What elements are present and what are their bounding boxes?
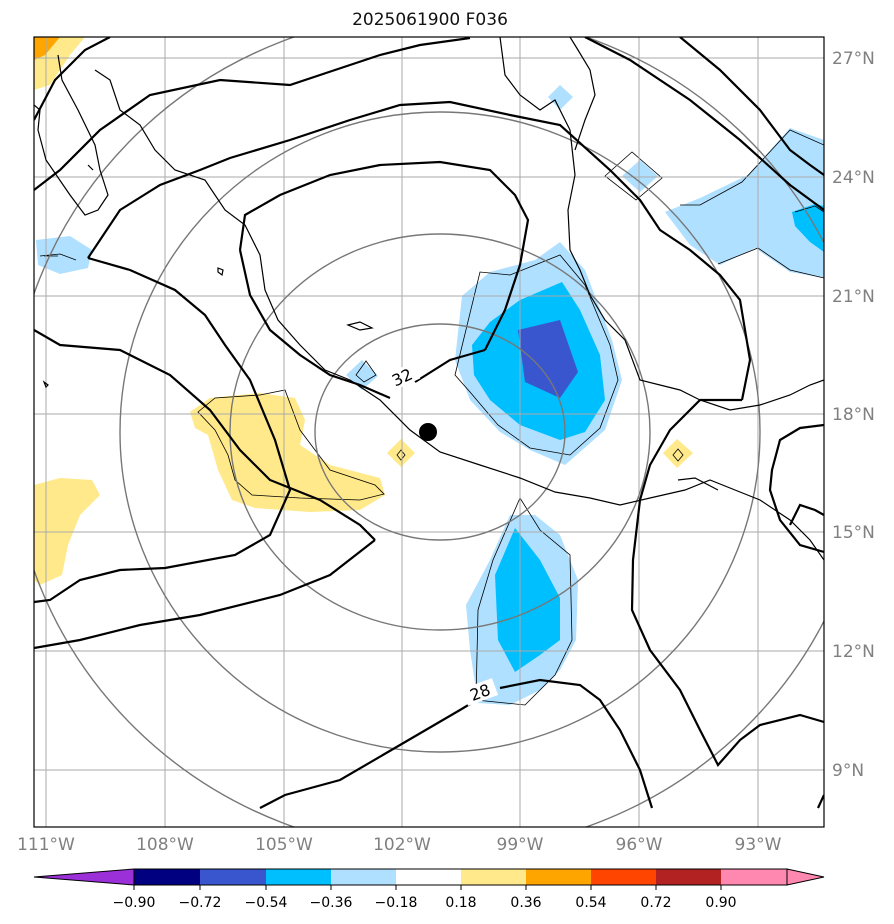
lon-label: 105°W xyxy=(255,835,313,855)
lat-label: 9°N xyxy=(832,761,864,781)
thin-contours xyxy=(39,129,824,706)
colorbar-tick-label: −0.18 xyxy=(375,895,418,911)
colorbar-bin xyxy=(721,869,787,885)
colorbar-bin xyxy=(591,869,656,885)
coastlines xyxy=(34,37,824,561)
colorbar-bin xyxy=(134,869,200,885)
colorbar-bin xyxy=(526,869,591,885)
colorbar-tick-label: −0.36 xyxy=(310,895,353,911)
storm-center-marker xyxy=(419,423,437,441)
lon-label: 108°W xyxy=(136,835,194,855)
lat-label: 27°N xyxy=(832,49,875,69)
colorbar: −0.90 −0.72 −0.54 −0.36 −0.18 0.18 0.36 … xyxy=(33,868,825,911)
lat-labels: 27°N 24°N 21°N 18°N 15°N 12°N 9°N xyxy=(832,49,875,781)
colorbar-tick-label: 0.90 xyxy=(705,895,736,911)
height-contours xyxy=(34,37,824,809)
range-rings xyxy=(34,37,824,827)
lon-labels: 111°W 108°W 105°W 102°W 99°W 96°W 93°W xyxy=(17,835,782,855)
colorbar-bin xyxy=(396,869,461,885)
colorbar-bin xyxy=(331,869,396,885)
colorbar-bin xyxy=(266,869,331,885)
lon-label: 93°W xyxy=(735,835,782,855)
colorbar-bin xyxy=(656,869,721,885)
colorbar-tick-label: 0.54 xyxy=(575,895,606,911)
colorbar-tick-label: 0.18 xyxy=(445,895,476,911)
lon-label: 99°W xyxy=(497,835,544,855)
lat-label: 21°N xyxy=(832,287,875,307)
colorbar-tick-label: 0.72 xyxy=(640,895,671,911)
colorbar-tick-label: −0.54 xyxy=(245,895,288,911)
colorbar-tick-label: −0.72 xyxy=(179,895,222,911)
lon-label: 96°W xyxy=(616,835,663,855)
colorbar-tick-label: 0.36 xyxy=(510,895,541,911)
map-frame xyxy=(33,36,825,828)
lat-label: 18°N xyxy=(832,405,875,425)
colorbar-bin xyxy=(461,869,526,885)
map-title: 2025061900 F036 xyxy=(352,10,508,30)
colorbar-extend-high xyxy=(786,868,825,886)
colorbar-extend-low xyxy=(33,868,135,886)
map-area: 32 28 xyxy=(34,37,824,827)
shaded-field xyxy=(34,37,824,705)
lat-label: 24°N xyxy=(832,168,875,188)
lat-label: 15°N xyxy=(832,523,875,543)
lon-label: 102°W xyxy=(373,835,431,855)
lon-label: 111°W xyxy=(17,835,75,855)
gridlines xyxy=(34,37,824,827)
lat-label: 12°N xyxy=(832,642,875,662)
colorbar-tick-label: −0.90 xyxy=(113,895,156,911)
colorbar-bin xyxy=(200,869,266,885)
